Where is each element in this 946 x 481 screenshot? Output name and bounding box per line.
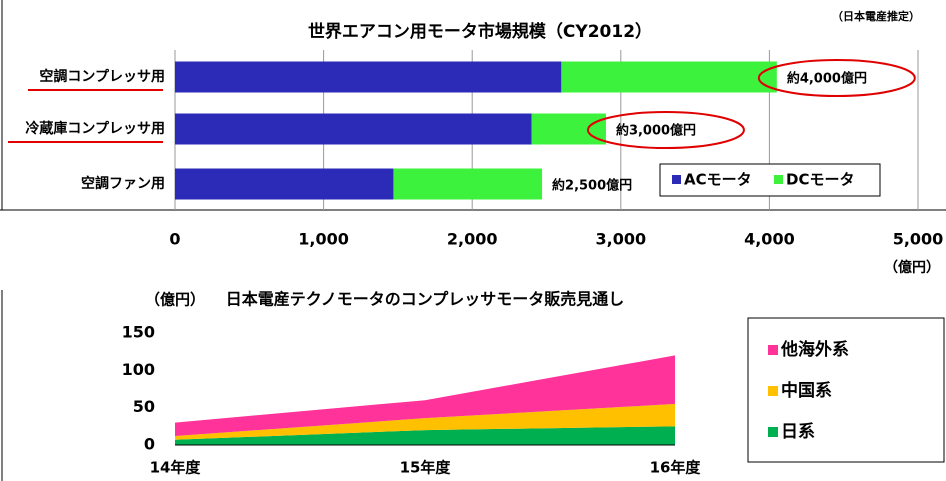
note: （日本電産推定） bbox=[832, 9, 920, 23]
bar bbox=[175, 168, 394, 200]
y-tick-label: 0 bbox=[144, 435, 155, 454]
legend-label: ACモータ bbox=[684, 171, 752, 189]
area bbox=[175, 355, 675, 437]
x-tick-label: 14年度 bbox=[150, 459, 202, 477]
x-tick-label: 3,000 bbox=[595, 230, 646, 249]
highlight bbox=[757, 59, 916, 97]
chart-title: 日本電産テクノモータのコンプレッサモータ販売見通し bbox=[226, 290, 625, 309]
x-tick-label: 2,000 bbox=[447, 230, 498, 249]
bar bbox=[561, 61, 777, 93]
legend-box bbox=[747, 317, 945, 463]
highlight bbox=[586, 111, 745, 149]
annotation: 約3,000億円 bbox=[616, 123, 696, 139]
legend-swatch bbox=[768, 386, 778, 396]
bar bbox=[531, 113, 606, 145]
legend-swatch bbox=[768, 427, 778, 437]
annotation: 約2,500億円 bbox=[552, 178, 632, 194]
bar bbox=[175, 113, 532, 145]
bar bbox=[175, 61, 562, 93]
bar bbox=[393, 168, 543, 200]
y-tick-label: 50 bbox=[133, 397, 155, 416]
area bbox=[175, 403, 675, 440]
x-tick-label: 4,000 bbox=[744, 230, 795, 249]
y-axis-label: （億円） bbox=[145, 291, 205, 309]
annotation: 約4,000億円 bbox=[787, 71, 867, 87]
x-tick-label: 5,000 bbox=[893, 230, 944, 249]
legend-label: 日系 bbox=[781, 422, 815, 442]
legend-swatch bbox=[774, 175, 783, 184]
y-tick-label: 100 bbox=[122, 360, 155, 379]
legend-swatch bbox=[768, 345, 778, 355]
y-tick-label: 空調コンプレッサ用 bbox=[39, 68, 165, 85]
legend-swatch bbox=[672, 175, 681, 184]
x-tick-label: 1,000 bbox=[298, 230, 349, 249]
legend-box bbox=[659, 163, 881, 197]
x-tick-label: 15年度 bbox=[400, 459, 452, 477]
legend-label: DCモータ bbox=[786, 171, 854, 189]
chart-title: 世界エアコン用モータ市場規模（CY2012） bbox=[308, 21, 652, 42]
y-tick-label: 冷蔵庫コンプレッサ用 bbox=[25, 120, 165, 137]
y-tick-label: 空調ファン用 bbox=[81, 175, 165, 192]
legend-label: 中国系 bbox=[781, 380, 832, 401]
x-tick-label: 16年度 bbox=[650, 459, 702, 477]
x-tick-label: 0 bbox=[169, 230, 180, 249]
x-axis-label: （億円） bbox=[884, 259, 940, 276]
legend-label: 他海外系 bbox=[780, 339, 849, 360]
area bbox=[175, 426, 675, 445]
y-tick-label: 150 bbox=[122, 323, 155, 342]
